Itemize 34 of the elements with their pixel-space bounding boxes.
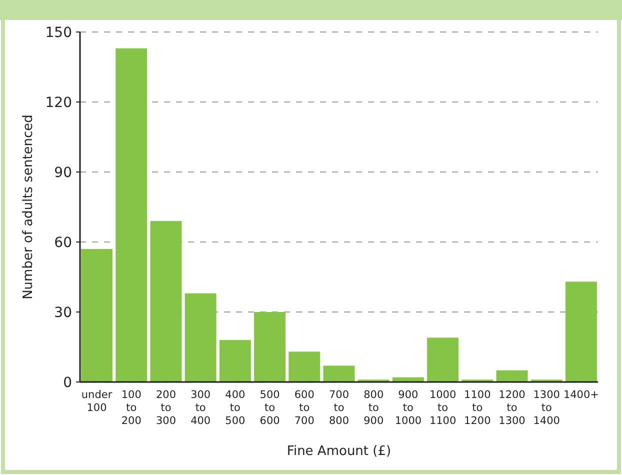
y-tick-label: 150 xyxy=(45,24,72,41)
x-tick-label: 900 to 1000 xyxy=(394,389,422,427)
x-tick-label: 1000 to 1100 xyxy=(429,389,456,427)
bar xyxy=(184,293,216,382)
x-tick-label: 300 to 400 xyxy=(190,389,211,427)
y-tick-label: 30 xyxy=(54,304,72,321)
bar xyxy=(81,249,113,382)
x-tick-label: 400 to 500 xyxy=(225,389,246,427)
bar xyxy=(150,221,182,382)
y-tick-label: 0 xyxy=(63,374,72,391)
y-tick-label: 90 xyxy=(54,164,72,181)
y-tick-label: 60 xyxy=(54,234,72,251)
bar xyxy=(219,340,251,382)
x-axis-title: Fine Amount (£) xyxy=(286,444,392,459)
x-tick-label: 700 to 800 xyxy=(328,389,350,427)
x-tick-label: 200 to 300 xyxy=(156,389,176,427)
bar xyxy=(116,48,148,382)
bar xyxy=(565,282,597,382)
x-tick-label: 1200 to 1300 xyxy=(498,389,526,427)
x-tick-label: 1100 to 1200 xyxy=(464,389,491,427)
bar xyxy=(254,312,286,382)
y-axis-title: Number of adults sentenced xyxy=(21,114,36,300)
bar xyxy=(427,338,459,382)
x-tick-label: under 100 xyxy=(81,389,113,414)
x-tick-label: 1400+ xyxy=(563,389,599,401)
bar xyxy=(496,370,528,382)
x-tick-label: 500 to 600 xyxy=(260,389,280,427)
x-tick-label: 1300 to 1400 xyxy=(533,389,560,427)
x-tick-label: 800 to 900 xyxy=(364,389,384,427)
bar xyxy=(288,352,320,382)
y-tick-label: 120 xyxy=(45,94,72,111)
bar xyxy=(323,366,355,382)
x-tick-label: 100 to 200 xyxy=(121,389,142,427)
x-tick-label: 600 to 700 xyxy=(294,389,314,427)
